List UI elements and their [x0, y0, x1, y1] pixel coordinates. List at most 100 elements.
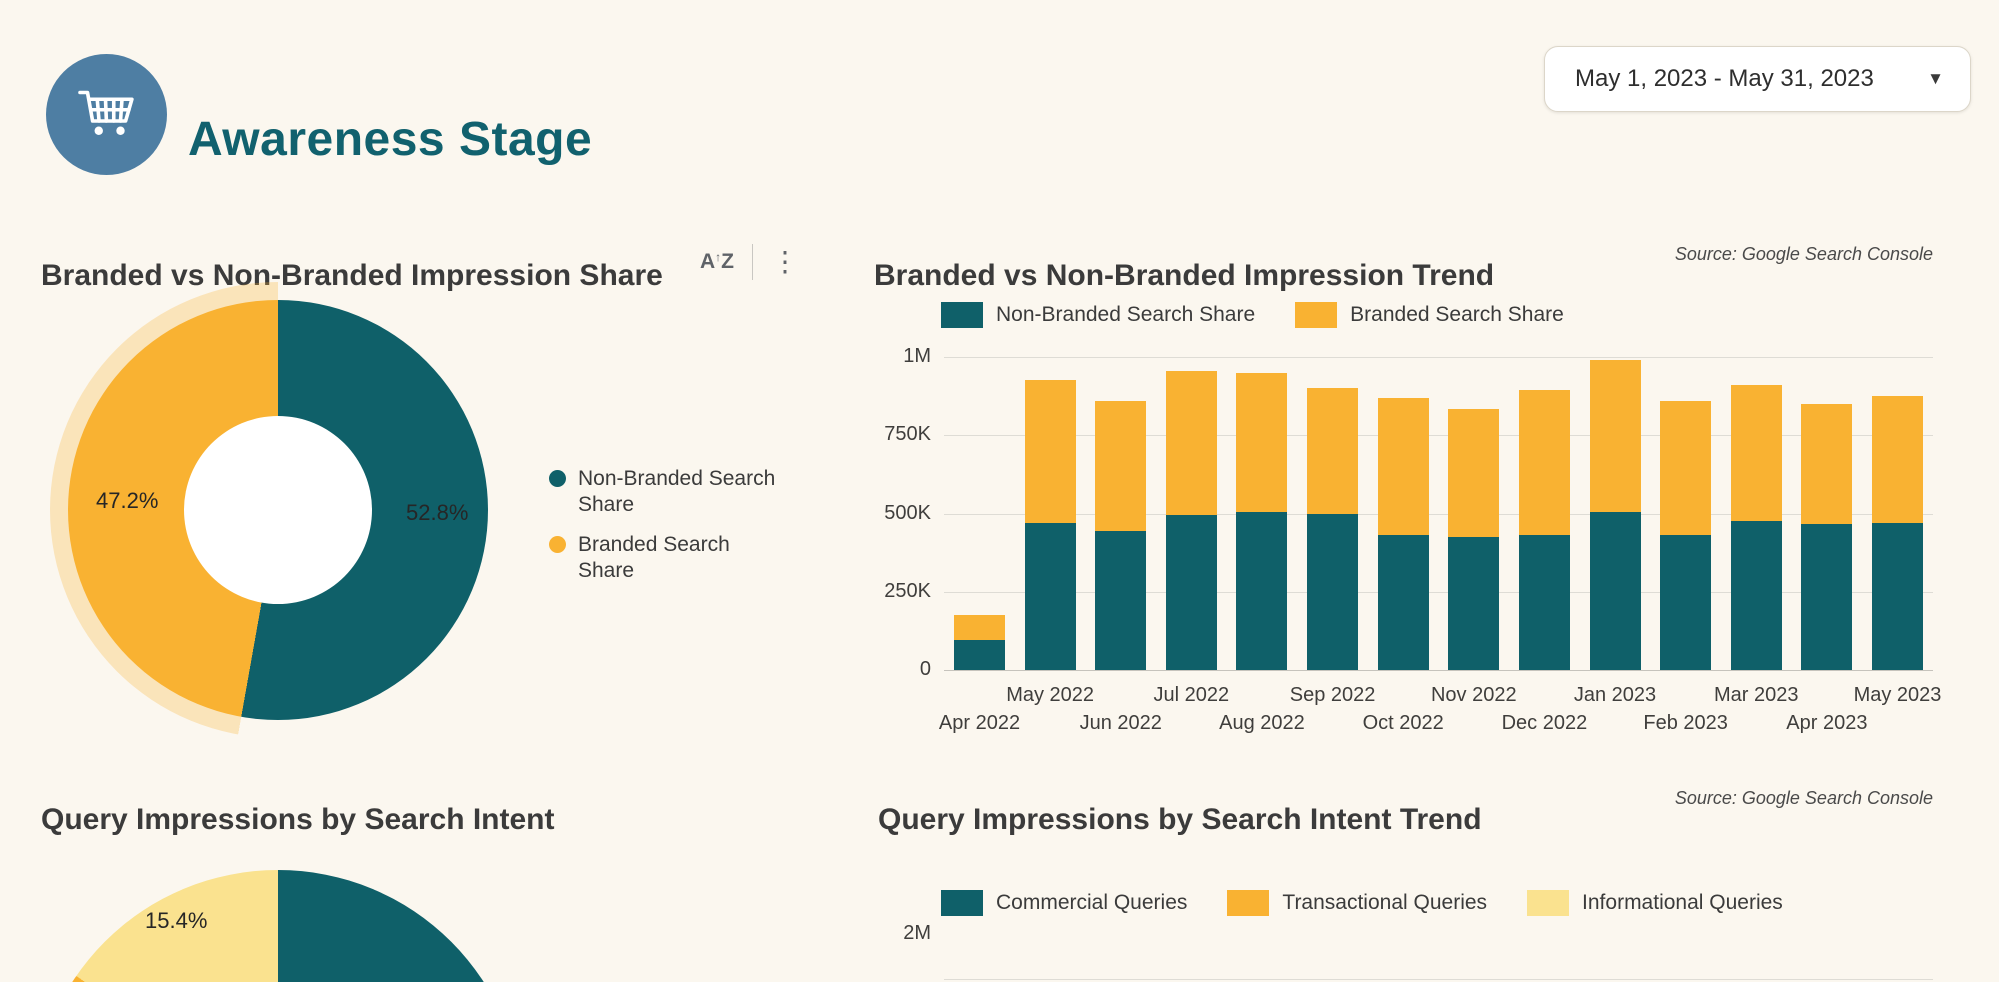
bar-feb-2023[interactable]	[1660, 400, 1712, 670]
bar-segment-non-branded	[954, 640, 1005, 670]
bar-may-2023[interactable]	[1872, 396, 1923, 670]
legend-item-branded[interactable]: Branded Search Share	[1295, 302, 1564, 328]
chart-title-intent-trend: Query Impressions by Search Intent Trend	[878, 802, 1482, 836]
chevron-down-icon: ▼	[1927, 69, 1944, 88]
bar-segment-non-branded	[1377, 535, 1429, 670]
bar-jan-2023[interactable]	[1589, 360, 1641, 670]
slice-label-non-branded: 52.8%	[406, 500, 469, 525]
chart-title-intent-share: Query Impressions by Search Intent	[41, 802, 555, 836]
date-range-selector[interactable]: May 1, 2023 - May 31, 2023 ▼	[1544, 46, 1971, 112]
bar-segment-non-branded	[1872, 522, 1923, 670]
bar-segment-branded	[1236, 372, 1288, 512]
x-axis-label: Apr 2023	[1786, 712, 1868, 734]
x-axis-label: Sep 2022	[1289, 684, 1376, 706]
gridline	[944, 513, 1933, 515]
bar-apr-2022[interactable]	[954, 615, 1005, 670]
sort-arrow-icon: ↑	[715, 250, 722, 264]
x-axis-label: Mar 2023	[1714, 684, 1799, 706]
legend-label: Non-Branded Search Share	[578, 467, 776, 516]
slice-label-informational: 15.4%	[145, 908, 208, 933]
legend-item-commercial[interactable]: Commercial Queries	[941, 890, 1187, 916]
y-axis-label: 750K	[884, 423, 931, 446]
bar-segment-non-branded	[1589, 511, 1641, 670]
bar-segment-branded	[1024, 380, 1076, 523]
gridline	[944, 591, 1933, 593]
impression-trend-legend: Non-Branded Search Share Branded Search …	[941, 302, 1564, 328]
x-axis-label: May 2022	[1006, 684, 1095, 706]
bar-segment-non-branded	[1730, 521, 1782, 670]
legend-item-branded[interactable]: Branded Search Share	[549, 532, 784, 584]
legend-item-non-branded[interactable]: Non-Branded Search Share	[549, 466, 784, 518]
shopping-cart-icon	[77, 90, 134, 135]
legend-dot-teal	[549, 470, 566, 487]
slice-label-branded: 47.2%	[96, 488, 159, 513]
bar-segment-branded	[1165, 371, 1217, 516]
legend-item-informational[interactable]: Informational Queries	[1527, 890, 1783, 916]
gridline	[944, 670, 1933, 671]
y-axis-label: 0	[919, 658, 931, 680]
more-options-icon[interactable]: ⋮	[771, 246, 799, 277]
bar-mar-2023[interactable]	[1730, 385, 1782, 670]
bar-segment-branded	[954, 615, 1005, 641]
x-axis-label: Dec 2022	[1501, 712, 1588, 734]
legend-label: Branded Search Share	[578, 533, 730, 582]
x-axis-label: Oct 2022	[1362, 712, 1444, 734]
x-axis: Apr 2022 May 2022 Jun 2022 Jul 2022 Aug 2022…	[939, 670, 1942, 740]
legend-item-transactional[interactable]: Transactional Queries	[1227, 890, 1487, 916]
x-axis-label: Aug 2022	[1219, 712, 1305, 734]
bar-segment-branded	[1730, 385, 1782, 522]
chart-title-impression-share: Branded vs Non-Branded Impression Share	[41, 258, 663, 292]
legend-swatch-yellow	[1527, 890, 1570, 916]
x-axis-label: Jul 2022	[1153, 684, 1230, 706]
donut-hole	[184, 416, 372, 604]
y-axis-label: 250K	[884, 579, 931, 602]
bar-segment-branded	[1518, 389, 1570, 536]
bar-segment-non-branded	[1801, 524, 1853, 670]
gridline	[944, 435, 1933, 437]
legend-label: Informational Queries	[1582, 891, 1783, 914]
bar-segment-branded	[1095, 400, 1147, 531]
cart-logo	[46, 54, 167, 175]
bar-apr-2023[interactable]	[1801, 403, 1853, 670]
bar-segment-non-branded	[1236, 511, 1288, 670]
bar-nov-2022[interactable]	[1448, 408, 1500, 670]
chart-title-impression-trend: Branded vs Non-Branded Impression Trend	[874, 258, 1495, 292]
bar-segment-non-branded	[1024, 522, 1076, 670]
gridline	[944, 979, 1933, 980]
bar-jun-2022[interactable]	[1095, 400, 1147, 670]
x-axis-label: Jun 2022	[1079, 712, 1162, 734]
bar-aug-2022[interactable]	[1236, 372, 1288, 670]
legend-label: Commercial Queries	[996, 891, 1188, 914]
bar-segment-branded	[1801, 403, 1853, 525]
impression-trend-plot	[944, 357, 1933, 671]
bar-jul-2022[interactable]	[1165, 371, 1217, 670]
source-note: Source: Google Search Console	[1674, 244, 1933, 264]
bar-segment-non-branded	[1165, 515, 1217, 670]
legend-swatch-orange	[1227, 890, 1270, 916]
bar-dec-2022[interactable]	[1518, 389, 1570, 670]
y-axis-label: 500K	[884, 501, 931, 524]
sort-az-icon[interactable]: A↑Z	[700, 250, 734, 273]
intent-trend-legend: Commercial Queries Transactional Queries…	[941, 890, 1783, 916]
y-axis: 0 250K 500K 750K 1M	[830, 345, 931, 680]
page-title: Awareness Stage	[188, 113, 593, 167]
date-range-value: May 1, 2023 - May 31, 2023	[1575, 65, 1874, 92]
bar-segment-branded	[1872, 396, 1923, 523]
bar-sep-2022[interactable]	[1307, 388, 1359, 670]
legend-dot-orange	[549, 536, 566, 553]
bar-segment-branded	[1589, 360, 1641, 512]
bar-segment-non-branded	[1518, 535, 1570, 670]
gridline	[944, 357, 1933, 358]
legend-swatch-teal	[941, 302, 983, 328]
x-axis-label: Nov 2022	[1430, 684, 1517, 706]
bar-segment-non-branded	[1660, 535, 1712, 670]
intent-share-donut[interactable]	[33, 870, 523, 982]
bar-may-2022[interactable]	[1024, 380, 1076, 670]
source-note: Source: Google Search Console	[1674, 788, 1933, 808]
y-axis-label: 1M	[903, 345, 931, 367]
bar-oct-2022[interactable]	[1377, 397, 1429, 670]
legend-item-non-branded[interactable]: Non-Branded Search Share	[941, 302, 1255, 328]
legend-label: Non-Branded Search Share	[996, 303, 1256, 326]
toolbar-divider	[752, 244, 753, 280]
